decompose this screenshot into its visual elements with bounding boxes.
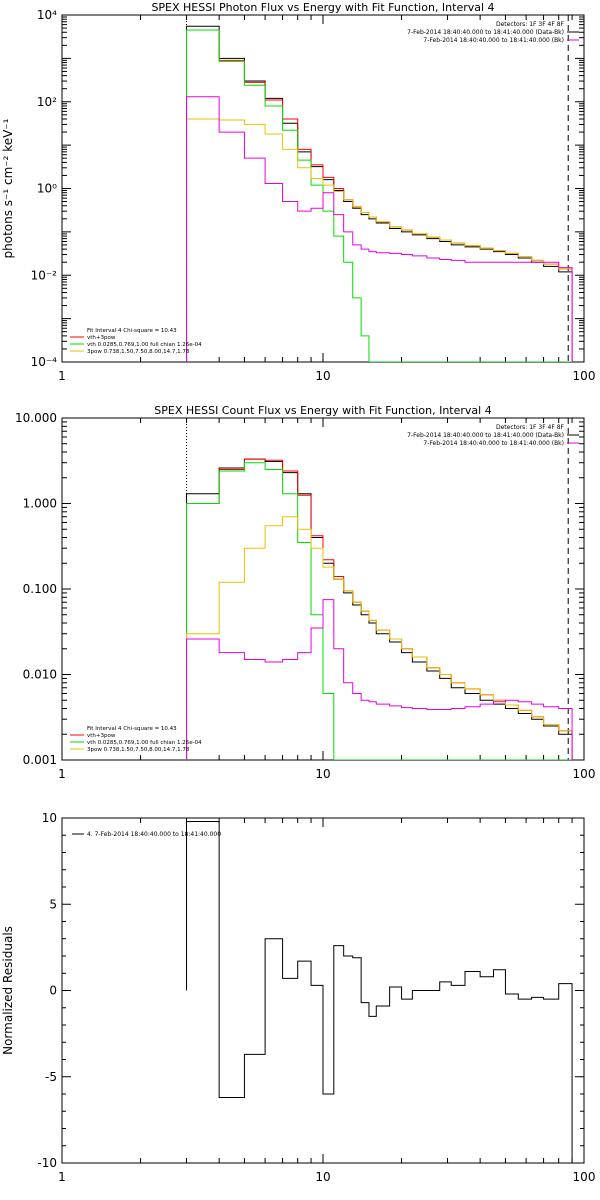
chart-title: SPEX HESSI Count Flux vs Energy with Fit… [154, 404, 491, 417]
y-tick-label: 0 [49, 984, 57, 998]
y-tick-label: 0.010 [23, 668, 57, 682]
x-tick-label: 100 [573, 1170, 596, 1184]
legend-header-text: 7-Feb-2014 18:40:40.000 to 18:41:40.000 … [423, 440, 564, 447]
legend-fit-text: Fit Interval 4 Chi-square = 10.43 [87, 726, 177, 732]
y-tick-label: 1.000 [23, 497, 57, 511]
legend-fit-text: vth+3pow [87, 335, 116, 341]
y-tick-label: 5 [49, 897, 57, 911]
y-tick-label: -10 [37, 1156, 57, 1170]
x-tick-label: 1 [58, 369, 66, 383]
y-tick-label: 0.001 [23, 753, 57, 767]
panel-2: SPEX HESSI Count Flux vs Energy with Fit… [15, 404, 595, 781]
plot-area [186, 458, 573, 760]
legend-fit-text: 3pow 0.738,1.50,7.50,8.00,14.7,1.78 [87, 349, 190, 355]
series-thermal [186, 462, 573, 760]
x-tick-label: 10 [315, 369, 330, 383]
panel-1: SPEX HESSI Photon Flux vs Energy with Fi… [1, 1, 595, 383]
legend-header-text: 7-Feb-2014 18:40:40.000 to 18:41:40.000 … [407, 29, 564, 36]
series-background [186, 96, 573, 362]
x-tick-label: 1 [58, 1170, 66, 1184]
legend-fit-text: Fit Interval 4 Chi-square = 10.43 [87, 328, 177, 334]
y-tick-label: 10⁰ [37, 182, 57, 196]
legend-fit-text: vth+3pow [87, 733, 116, 739]
legend-header-text: Detectors: 1F 3F 4F 8F [496, 21, 565, 28]
plot-area [186, 820, 573, 1163]
y-tick-label: 10⁴ [37, 8, 57, 22]
y-tick-label: 10² [37, 95, 57, 109]
legend-header-text: 4. 7-Feb-2014 18:40:40.000 to 18:41:40.0… [87, 831, 221, 838]
y-axis-label: Normalized Residuals [1, 926, 15, 1055]
series-total [186, 458, 573, 760]
x-tick-label: 10 [315, 1170, 330, 1184]
y-tick-label: 0.100 [23, 582, 57, 596]
y-tick-label: -5 [45, 1070, 57, 1084]
panel-3: 1 10 100 -10 -5 0 5 10 Normalized Residuals 4. 7-… [1, 811, 595, 1184]
legend-fit-text: vth 0.0285,0.769,1.00 full chian 1.26e-0… [87, 342, 202, 348]
x-tick-label: 100 [573, 369, 596, 383]
chart-title: SPEX HESSI Photon Flux vs Energy with Fi… [151, 1, 494, 14]
series-thermal [186, 29, 573, 362]
x-tick-label: 100 [573, 767, 596, 781]
series-powerlaw [186, 516, 573, 760]
legend-header-text: Detectors: 1F 3F 4F 8F [496, 424, 565, 431]
series-powerlaw [186, 118, 573, 362]
x-tick-label: 1 [58, 767, 66, 781]
series-data [186, 458, 573, 760]
y-tick-label: 10⁻⁴ [31, 355, 58, 369]
legend-fit-text: 3pow 0.738,1.50,7.50,8.00,14.7,1.78 [87, 747, 190, 753]
series-background [186, 599, 573, 760]
legend-header-text: 7-Feb-2014 18:40:40.000 to 18:41:40.000 … [423, 37, 564, 44]
y-tick-label: 10.000 [15, 411, 57, 425]
y-tick-label: 10⁻² [31, 268, 58, 282]
y-tick-label: 10 [42, 811, 57, 825]
plot-area [186, 25, 573, 362]
series-data [186, 820, 573, 1163]
legend-header-text: 7-Feb-2014 18:40:40.000 to 18:41:40.000 … [407, 432, 564, 439]
legend-fit-text: vth 0.0285,0.769,1.00 full chian 1.26e-0… [87, 740, 202, 746]
y-axis-label: photons s⁻¹ cm⁻² keV⁻¹ [1, 118, 15, 258]
x-tick-label: 10 [315, 767, 330, 781]
